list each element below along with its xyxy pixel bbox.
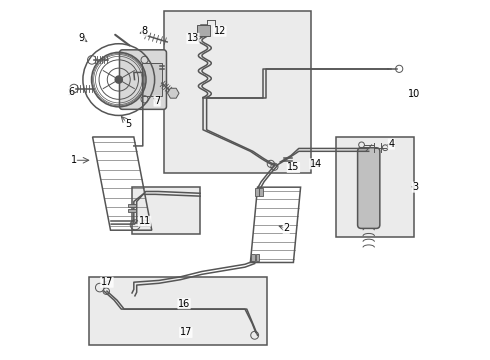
Text: 8: 8: [142, 26, 147, 36]
Bar: [255, 188, 259, 196]
Text: 2: 2: [283, 224, 290, 233]
Text: 16: 16: [178, 299, 190, 309]
Bar: [197, 25, 210, 36]
Text: 4: 4: [388, 139, 394, 149]
Text: 10: 10: [408, 89, 420, 99]
Text: 13: 13: [187, 33, 199, 43]
Bar: [132, 187, 200, 234]
FancyBboxPatch shape: [358, 148, 380, 228]
Text: 5: 5: [125, 120, 132, 129]
Text: 6: 6: [68, 87, 74, 97]
Text: 14: 14: [310, 159, 322, 169]
Text: 12: 12: [214, 26, 226, 36]
Text: 17: 17: [101, 277, 113, 287]
Bar: [128, 210, 136, 212]
Text: 3: 3: [412, 182, 418, 192]
Bar: [89, 277, 267, 345]
Text: 17: 17: [180, 327, 192, 337]
Text: 1: 1: [71, 155, 76, 165]
Bar: [142, 63, 162, 96]
Bar: [251, 253, 255, 261]
Text: 11: 11: [139, 216, 151, 226]
Circle shape: [115, 76, 122, 83]
Bar: [128, 204, 136, 207]
Bar: [256, 253, 259, 261]
Bar: [337, 137, 414, 237]
Bar: [164, 12, 311, 173]
Text: 9: 9: [79, 33, 85, 43]
Bar: [259, 188, 263, 196]
Text: 7: 7: [154, 96, 160, 106]
Polygon shape: [168, 88, 179, 98]
FancyBboxPatch shape: [120, 50, 167, 109]
Text: 15: 15: [287, 162, 299, 172]
